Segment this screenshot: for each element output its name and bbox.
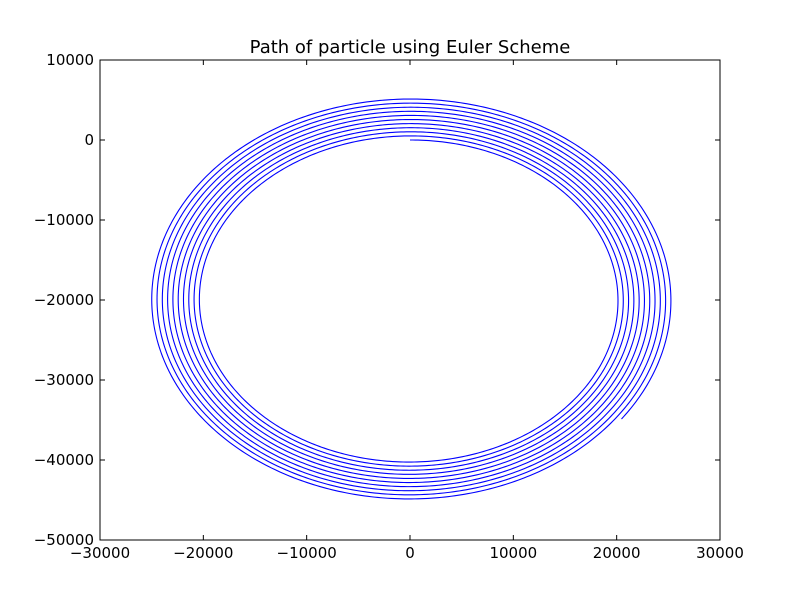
tick-labels: −30000 −20000 −10000 0 10000 20000 30000 10000 0… xyxy=(34,51,744,562)
x-tick-label: −20000 xyxy=(173,544,233,562)
axes-frame xyxy=(99,59,721,541)
y-tick-label: −50000 xyxy=(34,531,94,549)
y-tick-label: 0 xyxy=(84,131,94,149)
y-tick-label: 10000 xyxy=(46,51,94,69)
y-tick-label: −40000 xyxy=(34,451,94,469)
plot-area xyxy=(151,98,672,500)
chart-title: Path of particle using Euler Scheme xyxy=(250,37,571,58)
x-tick-label: 30000 xyxy=(696,544,744,562)
y-tick-label: −10000 xyxy=(34,211,94,229)
y-tick-label: −30000 xyxy=(34,371,94,389)
x-tick-label: −10000 xyxy=(277,544,337,562)
y-tick-label: −20000 xyxy=(34,291,94,309)
x-tick-label: −30000 xyxy=(70,544,130,562)
x-tick-label: 10000 xyxy=(489,544,537,562)
x-tick-label: 0 xyxy=(405,544,415,562)
series-path-0 xyxy=(151,98,672,500)
x-tick-label: 20000 xyxy=(593,544,641,562)
